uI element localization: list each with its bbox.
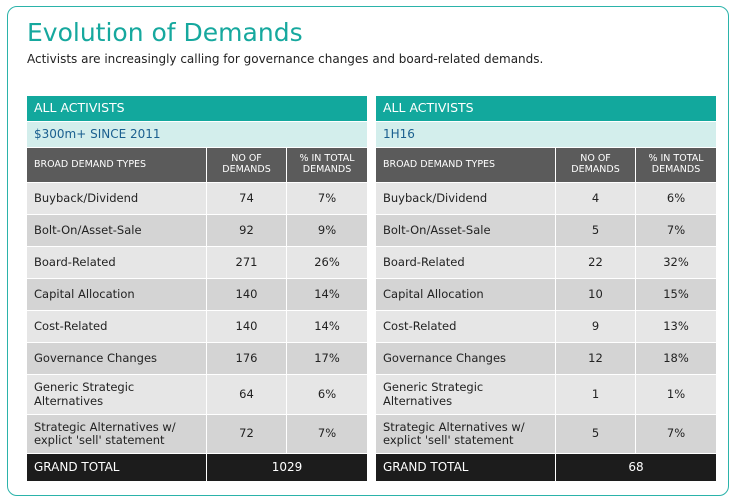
title: Evolution of Demands — [27, 18, 303, 47]
table-cell: Bolt-On/Asset-Sale — [27, 215, 206, 246]
table-cell: 7% — [287, 415, 367, 453]
column-header: % IN TOTAL DEMANDS — [636, 148, 716, 182]
table-cell: 1% — [636, 375, 716, 414]
column-header: % IN TOTAL DEMANDS — [287, 148, 367, 182]
table-cell: 271 — [207, 247, 286, 278]
table-cell: 1 — [556, 375, 635, 414]
table-cell: 140 — [207, 279, 286, 310]
table: ALL ACTIVISTS 1H16 BROAD DEMAND TYPES NO OF… — [376, 96, 716, 481]
table-cell: 15% — [636, 279, 716, 310]
table-cell: 9% — [287, 215, 367, 246]
table-cell: 14% — [287, 279, 367, 310]
table-cell: Cost-Related — [27, 311, 206, 342]
column-header: BROAD DEMAND TYPES — [27, 148, 206, 182]
table-cell: 6% — [636, 183, 716, 214]
frame — [7, 6, 729, 496]
column-header: NO OF DEMANDS — [556, 148, 635, 182]
table-cell: Board-Related — [376, 247, 555, 278]
table-cell: 18% — [636, 343, 716, 374]
table-cell: 9 — [556, 311, 635, 342]
table-cell: 7% — [636, 415, 716, 453]
table-cell: 74 — [207, 183, 286, 214]
table-cell: Board-Related — [27, 247, 206, 278]
table-cell: 6% — [287, 375, 367, 414]
table-cell: 72 — [207, 415, 286, 453]
table-subheader: $300m+ SINCE 2011 — [27, 122, 367, 147]
table-cell: 26% — [287, 247, 367, 278]
table-cell: 14% — [287, 311, 367, 342]
table-cell: Buyback/Dividend — [27, 183, 206, 214]
table-header: ALL ACTIVISTS — [27, 96, 367, 121]
table-cell: Governance Changes — [27, 343, 206, 374]
table-cell: 7% — [287, 183, 367, 214]
table-cell: 7% — [636, 215, 716, 246]
total-value: 1029 — [207, 454, 367, 481]
table: ALL ACTIVISTS $300m+ SINCE 2011 BROAD DEMA… — [27, 96, 367, 481]
total-value: 68 — [556, 454, 716, 481]
table-cell: 140 — [207, 311, 286, 342]
table-cell: 32% — [636, 247, 716, 278]
table-cell: 64 — [207, 375, 286, 414]
table-cell: Generic Strategic Alternatives — [376, 375, 555, 414]
table-cell: 5 — [556, 215, 635, 246]
subtitle: Activists are increasingly calling for g… — [27, 52, 544, 66]
table-cell: 22 — [556, 247, 635, 278]
table-cell: Generic Strategic Alternatives — [27, 375, 206, 414]
column-header: NO OF DEMANDS — [207, 148, 286, 182]
table-cell: 10 — [556, 279, 635, 310]
table-cell: 12 — [556, 343, 635, 374]
table-cell: 5 — [556, 415, 635, 453]
column-header: BROAD DEMAND TYPES — [376, 148, 555, 182]
table-cell: Capital Allocation — [27, 279, 206, 310]
table-subheader: 1H16 — [376, 122, 716, 147]
total-label: GRAND TOTAL — [376, 454, 555, 481]
table-cell: 92 — [207, 215, 286, 246]
table-cell: 4 — [556, 183, 635, 214]
table-cell: Governance Changes — [376, 343, 555, 374]
table-cell: Strategic Alternatives w/ explict 'sell'… — [376, 415, 555, 453]
table-header: ALL ACTIVISTS — [376, 96, 716, 121]
total-label: GRAND TOTAL — [27, 454, 206, 481]
table-cell: Buyback/Dividend — [376, 183, 555, 214]
table-cell: 13% — [636, 311, 716, 342]
table-cell: 17% — [287, 343, 367, 374]
table-cell: Strategic Alternatives w/ explict 'sell'… — [27, 415, 206, 453]
table-cell: Cost-Related — [376, 311, 555, 342]
table-cell: Capital Allocation — [376, 279, 555, 310]
table-cell: 176 — [207, 343, 286, 374]
table-cell: Bolt-On/Asset-Sale — [376, 215, 555, 246]
